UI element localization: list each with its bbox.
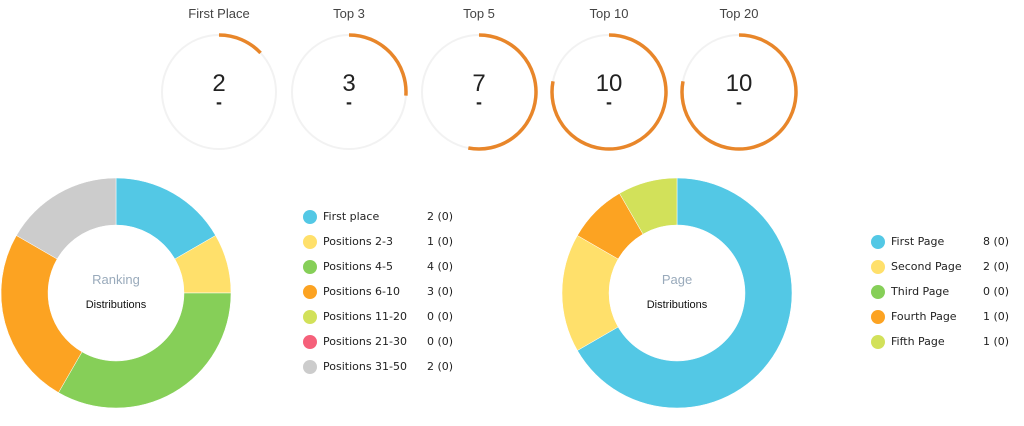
- legend-swatch: [871, 335, 885, 349]
- legend-label: Third Page: [891, 285, 950, 298]
- legend-value: 2 (0): [427, 210, 454, 223]
- donut-slice-first-page[interactable]: [577, 177, 793, 409]
- donut-slice-fifth-page[interactable]: [619, 177, 678, 235]
- legend-swatch: [871, 310, 885, 324]
- legend-item-third-page[interactable]: Third Page 0 (0): [871, 282, 1021, 307]
- legend-label: First Page: [891, 235, 945, 248]
- gauge-top-5: Top 5 7 -: [414, 0, 544, 160]
- legend-value: 1 (0): [983, 335, 1010, 348]
- legend-swatch: [303, 235, 317, 249]
- ranking-donut-chart: [0, 177, 232, 409]
- legend-label: Positions 11-20: [323, 310, 408, 323]
- ranking-gauges: First Place 2 - Top 3 3 - Top 5 7 - Top …: [0, 0, 1024, 160]
- gauge-value: 3: [342, 70, 356, 97]
- legend-label: Positions 6-10: [323, 285, 401, 298]
- gauge-title: Top 3: [333, 6, 365, 21]
- gauge-title: Top 5: [463, 6, 495, 21]
- donut-center-title: Ranking: [92, 272, 140, 287]
- legend-item-positions-2-3[interactable]: Positions 2-3 1 (0): [303, 232, 473, 257]
- donut-center-subtitle: Distributions: [646, 299, 708, 311]
- legend-item-positions-21-30[interactable]: Positions 21-30 0 (0): [303, 332, 473, 357]
- gauge-value: 10: [725, 70, 753, 97]
- gauge-progress-arc: [680, 33, 798, 151]
- legend-swatch: [303, 210, 317, 224]
- legend-item-fifth-page[interactable]: Fifth Page 1 (0): [871, 332, 1021, 357]
- legend-value: 8 (0): [983, 235, 1010, 248]
- legend-label: Fourth Page: [891, 310, 957, 323]
- gauge-title: Top 20: [719, 6, 759, 21]
- gauge-ring: [421, 33, 538, 151]
- legend-label: Positions 4-5: [323, 260, 394, 273]
- legend-item-fourth-page[interactable]: Fourth Page 1 (0): [871, 307, 1021, 332]
- donut-slice-positions-4-5[interactable]: [58, 292, 232, 409]
- legend-item-second-page[interactable]: Second Page 2 (0): [871, 257, 1021, 282]
- gauge-progress-arc: [218, 33, 262, 55]
- legend-item-first-page[interactable]: First Page 8 (0): [871, 232, 1021, 257]
- legend-label: Positions 21-30: [323, 335, 408, 348]
- legend-value: 0 (0): [427, 335, 454, 348]
- gauge-ring: [550, 33, 668, 151]
- gauge-top-10: Top 10 10 -: [544, 0, 674, 160]
- legend-label: First place: [323, 210, 380, 223]
- legend-item-first-place[interactable]: First place 2 (0): [303, 207, 473, 232]
- legend-swatch: [303, 335, 317, 349]
- legend-swatch: [871, 260, 885, 274]
- gauge-progress-arc: [348, 33, 408, 96]
- legend-swatch: [303, 310, 317, 324]
- legend-swatch: [871, 285, 885, 299]
- legend-value: 1 (0): [427, 235, 454, 248]
- legend-value: 2 (0): [983, 260, 1010, 273]
- legend-value: 3 (0): [427, 285, 454, 298]
- legend-swatch: [303, 360, 317, 374]
- gauge-ring: [680, 33, 798, 151]
- gauge-change: -: [346, 92, 352, 112]
- gauge-top-20: Top 20 10 -: [674, 0, 804, 160]
- legend-label: Fifth Page: [891, 335, 945, 348]
- legend-item-positions-6-10[interactable]: Positions 6-10 3 (0): [303, 282, 473, 307]
- legend-value: 0 (0): [983, 285, 1010, 298]
- gauge-change: -: [736, 92, 742, 112]
- gauge-value: 2: [212, 70, 226, 97]
- gauge-progress-arc: [550, 33, 668, 151]
- legend-swatch: [871, 235, 885, 249]
- gauge-change: -: [476, 92, 482, 112]
- legend-value: 0 (0): [427, 310, 454, 323]
- legend-item-positions-4-5[interactable]: Positions 4-5 4 (0): [303, 257, 473, 282]
- legend-label: Positions 31-50: [323, 360, 408, 373]
- donut-center-title: Page: [661, 272, 693, 287]
- legend-value: 1 (0): [983, 310, 1010, 323]
- gauge-change: -: [606, 92, 612, 112]
- legend-item-positions-31-50[interactable]: Positions 31-50 2 (0): [303, 357, 473, 382]
- gauge-title: Top 10: [589, 6, 629, 21]
- legend-swatch: [303, 285, 317, 299]
- donut-slice-positions-6-10[interactable]: [0, 235, 83, 393]
- ranking-distribution-donut: Ranking Distributions: [0, 175, 232, 410]
- gauge-value: 10: [595, 70, 623, 97]
- donut-center-subtitle: Distributions: [85, 299, 147, 311]
- ranking-legend: First place 2 (0) Positions 2-3 1 (0) Positi…: [303, 207, 473, 382]
- gauge-progress-arc: [467, 33, 538, 151]
- legend-swatch: [303, 260, 317, 274]
- gauge-ring: [161, 33, 277, 150]
- gauge-value: 7: [472, 70, 486, 97]
- legend-value: 2 (0): [427, 360, 454, 373]
- gauge-top-3: Top 3 3 -: [284, 0, 414, 160]
- donut-slice-positions-31-50[interactable]: [16, 177, 117, 260]
- page-distribution-donut: Page Distributions: [561, 175, 793, 410]
- legend-label: Second Page: [891, 260, 962, 273]
- gauge-title: First Place: [188, 6, 250, 21]
- page-legend: First Page 8 (0) Second Page 2 (0) Third Pag…: [871, 232, 1021, 357]
- gauge-change: -: [216, 92, 222, 112]
- legend-label: Positions 2-3: [323, 235, 394, 248]
- legend-value: 4 (0): [427, 260, 454, 273]
- gauge-first-place: First Place 2 -: [154, 0, 284, 160]
- page-donut-chart: [561, 177, 793, 409]
- gauge-ring: [291, 33, 408, 150]
- legend-item-positions-11-20[interactable]: Positions 11-20 0 (0): [303, 307, 473, 332]
